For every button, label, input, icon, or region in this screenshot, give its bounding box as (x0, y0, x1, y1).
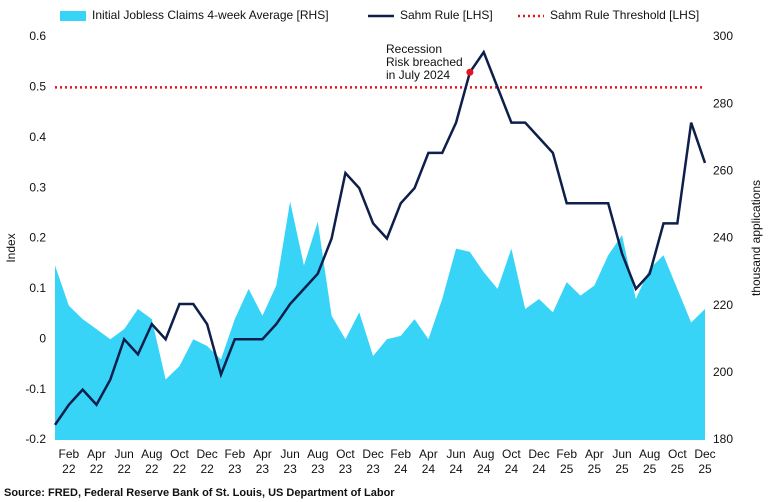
legend-label: Sahm Rule Threshold [LHS] (550, 8, 699, 22)
x-tick-label: Aug 22 (141, 447, 163, 476)
y-axis-label: Index (4, 233, 18, 262)
x-tick-label: Jun 23 (280, 447, 300, 476)
x-tick-label: Jun 25 (612, 447, 632, 476)
annotation: in July 2024 (386, 68, 450, 82)
y-tick-label: 0 (39, 331, 46, 345)
x-tick-label: Aug 23 (307, 447, 329, 476)
x-tick-label: Jun 24 (446, 447, 466, 476)
x-tick-label: Feb 24 (390, 447, 412, 476)
y-tick-label: 0.6 (29, 29, 46, 43)
y2-tick-label: 180 (713, 432, 733, 446)
y-tick-label: 0.2 (29, 231, 46, 245)
legend-swatch (60, 11, 86, 21)
x-tick-label: Dec 25 (694, 447, 716, 476)
y2-tick-label: 220 (713, 298, 733, 312)
y-tick-label: 0.3 (29, 180, 46, 194)
legend-label: Sahm Rule [LHS] (400, 8, 493, 22)
y-tick-label: -0.2 (25, 432, 46, 446)
x-tick-label: Oct 22 (170, 447, 189, 476)
x-tick-label: Feb 25 (556, 447, 578, 476)
x-tick-label: Apr 25 (585, 447, 604, 476)
y2-axis-label: thousand applications (749, 180, 763, 296)
y2-tick-label: 260 (713, 164, 733, 178)
x-tick-label: Dec 23 (362, 447, 384, 476)
legend-label: Initial Jobless Claims 4-week Average [R… (92, 8, 329, 22)
y-tick-label: 0.1 (29, 281, 46, 295)
x-tick-label: Oct 23 (336, 447, 355, 476)
source: Source: FRED, Federal Reserve Bank of St… (4, 487, 395, 499)
y2-tick-label: 240 (713, 231, 733, 245)
y-tick-label: -0.1 (25, 382, 46, 396)
line (53, 49, 707, 426)
y2-tick-label: 300 (713, 29, 733, 43)
x-tick-label: Apr 24 (419, 447, 438, 476)
x-tick-label: Jun 22 (114, 447, 134, 476)
annotation: Risk breached (386, 55, 463, 69)
x-tick-label: Aug 25 (638, 447, 661, 476)
y-tick-label: 0.5 (29, 80, 46, 94)
annotation: Recession (386, 42, 442, 56)
x-tick-label: Oct 25 (667, 447, 687, 476)
x-tick-label: Dec 24 (528, 447, 550, 476)
area (55, 201, 705, 440)
x-tick-label: Feb 23 (224, 447, 246, 476)
y-tick-label: 0.4 (29, 130, 46, 144)
y2-tick-label: 280 (713, 96, 733, 110)
annotation-dot (466, 68, 474, 76)
x-tick-label: Apr 23 (253, 447, 272, 476)
y2-tick-label: 200 (713, 365, 733, 379)
x-tick-label: Oct 24 (502, 447, 521, 476)
x-tick-label: Dec 22 (196, 447, 218, 476)
x-tick-label: Apr 22 (87, 447, 106, 476)
x-tick-label: Feb 22 (58, 447, 80, 476)
x-tick-label: Aug 24 (473, 447, 495, 476)
